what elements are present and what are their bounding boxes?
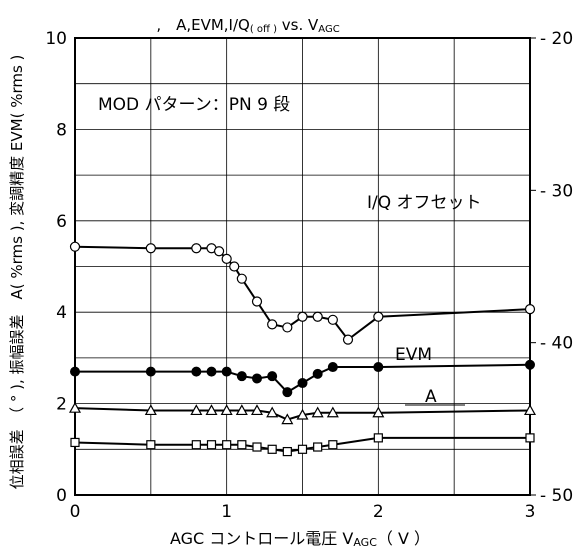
data-point bbox=[250, 404, 264, 416]
y-left-tick-label: 4 bbox=[56, 303, 67, 323]
data-point bbox=[373, 433, 383, 443]
data-point bbox=[313, 442, 323, 452]
x-tick-label: 1 bbox=[221, 502, 232, 522]
series-layer bbox=[68, 241, 537, 457]
data-point bbox=[191, 440, 201, 450]
data-point bbox=[297, 444, 308, 454]
data-point bbox=[524, 304, 536, 315]
data-point bbox=[191, 243, 202, 254]
data-point bbox=[70, 437, 80, 448]
data-point bbox=[525, 359, 535, 370]
plot-frame bbox=[74, 37, 531, 496]
data-point bbox=[221, 366, 232, 377]
series-label: A bbox=[425, 387, 437, 407]
data-point bbox=[312, 311, 323, 322]
data-point bbox=[213, 246, 225, 257]
data-point bbox=[297, 311, 308, 322]
series-labels: I/Q オフセット EVM A bbox=[367, 193, 482, 407]
data-point bbox=[144, 404, 157, 416]
data-point bbox=[251, 296, 263, 307]
data-point bbox=[221, 253, 232, 264]
data-point bbox=[266, 406, 279, 418]
data-point bbox=[282, 446, 292, 457]
data-point bbox=[267, 371, 278, 382]
data-point bbox=[267, 319, 278, 330]
data-point bbox=[281, 413, 294, 425]
data-point bbox=[523, 404, 537, 416]
y-right-tick-label: - 30 bbox=[540, 181, 573, 201]
x-axis-label: AGC コントロール電圧 VAGC（ V ） bbox=[170, 529, 430, 549]
y-left-tick-label: 10 bbox=[45, 29, 67, 49]
data-point bbox=[297, 378, 308, 389]
data-point bbox=[252, 373, 262, 384]
data-point bbox=[145, 366, 156, 377]
chart-title: , A,EVM,I/Q( off ) vs. VAGC bbox=[156, 16, 339, 35]
data-point bbox=[68, 401, 82, 413]
data-point bbox=[267, 444, 277, 454]
data-point bbox=[190, 404, 203, 416]
y-axis-left-label: 位相誤差 （ ° ), 振幅誤差 A( %rms ), 変調精度 EVM( %r… bbox=[8, 55, 26, 490]
data-point bbox=[206, 366, 217, 377]
x-tick-label: 3 bbox=[525, 502, 536, 522]
data-point bbox=[282, 322, 293, 333]
data-point bbox=[373, 311, 384, 322]
y-right-tick-label: - 40 bbox=[540, 334, 573, 354]
data-point bbox=[372, 406, 385, 418]
mod-pattern-annotation: MOD パターン：PN 9 段 bbox=[98, 95, 290, 115]
x-tick-label: 2 bbox=[373, 502, 384, 522]
data-point bbox=[145, 243, 156, 254]
y-right-tick-label: - 20 bbox=[540, 29, 573, 49]
data-point bbox=[328, 440, 338, 450]
data-point bbox=[326, 406, 339, 418]
series-label: EVM bbox=[395, 345, 432, 365]
data-point bbox=[373, 362, 384, 373]
data-point bbox=[191, 366, 202, 377]
data-point bbox=[70, 366, 80, 377]
data-point bbox=[146, 440, 156, 450]
data-point bbox=[342, 334, 354, 345]
data-point bbox=[312, 368, 323, 379]
data-point bbox=[235, 404, 248, 416]
data-point bbox=[296, 408, 309, 420]
y-left-tick-label: 6 bbox=[56, 212, 67, 232]
data-point bbox=[206, 440, 217, 450]
data-point bbox=[229, 261, 240, 272]
data-point bbox=[327, 362, 338, 373]
axis-ticks: 0 1 2 3 0 2 4 6 8 10 - 20 - 30 - 40 - 50 bbox=[45, 29, 573, 522]
data-point bbox=[252, 442, 262, 452]
data-point bbox=[236, 371, 247, 382]
y-left-tick-label: 8 bbox=[56, 120, 67, 140]
data-point bbox=[237, 440, 247, 450]
data-point bbox=[220, 404, 233, 416]
y-right-tick-label: - 50 bbox=[540, 486, 573, 506]
data-point bbox=[327, 314, 338, 325]
data-point bbox=[205, 404, 218, 416]
data-point bbox=[525, 433, 535, 443]
data-point bbox=[282, 387, 293, 398]
data-point bbox=[69, 241, 81, 252]
data-point bbox=[311, 406, 324, 418]
y-left-tick-label: 0 bbox=[56, 486, 67, 506]
data-point bbox=[222, 440, 232, 450]
x-tick-label: 0 bbox=[70, 502, 81, 522]
y-left-tick-label: 2 bbox=[56, 395, 67, 415]
series-label: I/Q オフセット bbox=[367, 193, 482, 213]
data-point bbox=[236, 273, 247, 284]
